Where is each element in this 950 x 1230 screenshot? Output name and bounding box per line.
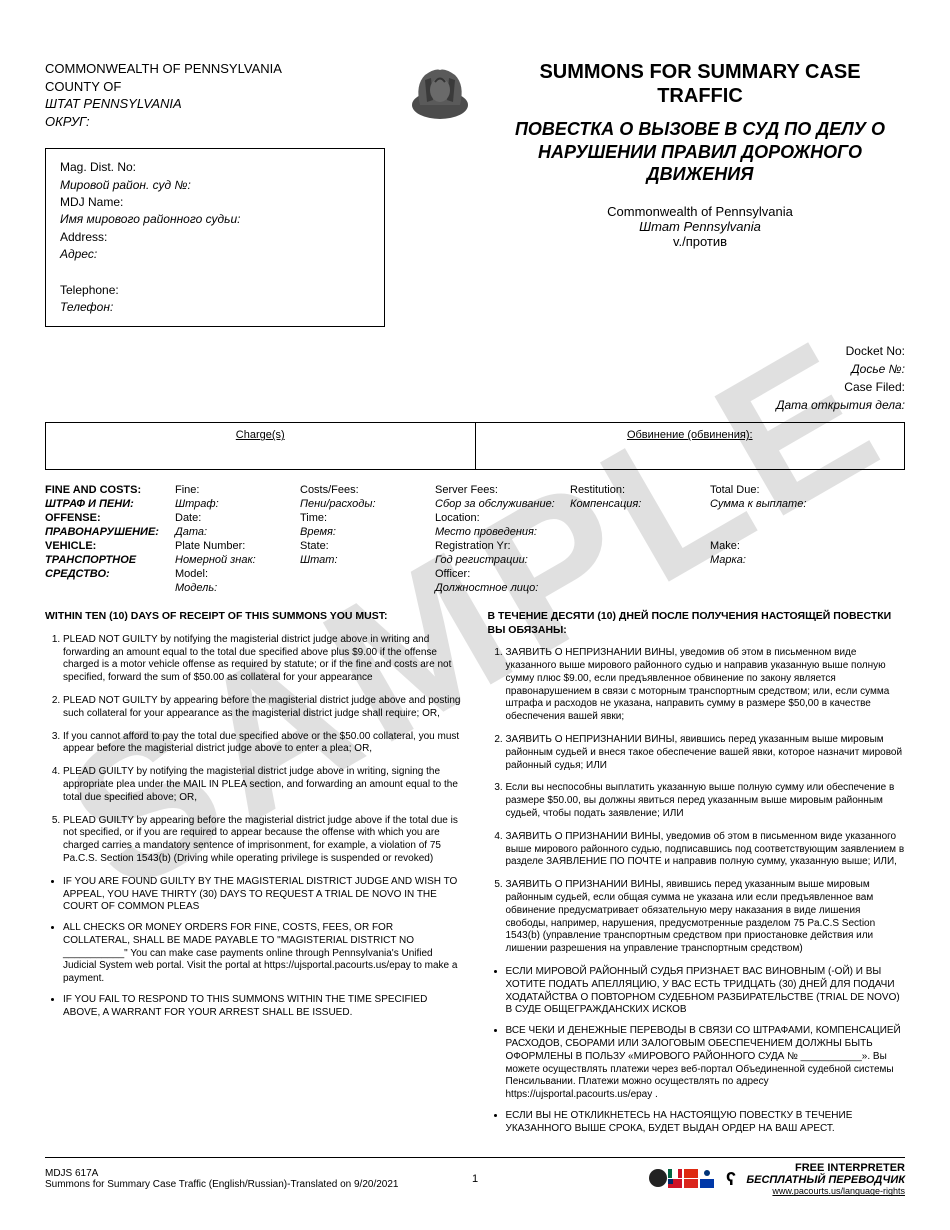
form-desc: Summons for Summary Case Traffic (Englis… — [45, 1179, 460, 1190]
telephone-label: Telephone: — [60, 282, 370, 299]
plate-label-ru: Номерной знак: — [175, 554, 300, 566]
party-ru: Штат Pennsylvania — [495, 219, 905, 234]
instructions-col-ru: В ТЕЧЕНИЕ ДЕСЯТИ (10) ДНЕЙ ПОСЛЕ ПОЛУЧЕН… — [488, 610, 906, 1143]
location-label: Location: — [435, 512, 570, 524]
notes-list-en: IF YOU ARE FOUND GUILTY BY THE MAGISTERI… — [45, 876, 463, 1020]
list-item: If you cannot afford to pay the total du… — [63, 731, 463, 757]
instructions-header-ru: В ТЕЧЕНИЕ ДЕСЯТИ (10) ДНЕЙ ПОСЛЕ ПОЛУЧЕН… — [488, 610, 906, 637]
svg-text:ʕ: ʕ — [726, 1169, 736, 1189]
officer-label-ru: Должностное лицо: — [435, 582, 570, 594]
title-en: SUMMONS FOR SUMMARY CASE TRAFFIC — [495, 60, 905, 108]
make-label: Make: — [710, 540, 840, 552]
address-label-ru: Адрес: — [60, 246, 370, 263]
model-label: Model: — [175, 568, 300, 580]
state-label: State: — [300, 540, 435, 552]
court-info-box: Mag. Dist. No: Мировой район. суд №: MDJ… — [45, 148, 385, 327]
offense-label-ru: ПРАВОНАРУШЕНИЕ: — [45, 526, 175, 538]
county-en: COUNTY OF — [45, 78, 385, 96]
server-fees-label: Server Fees: — [435, 484, 570, 496]
docket-no-label: Docket No: — [45, 342, 905, 360]
charges-header-ru: Обвинение (обвинения): — [627, 429, 753, 441]
interpreter-url: www.pacourts.us/language-rights — [746, 1186, 905, 1196]
time-label-ru: Время: — [300, 526, 435, 538]
page-number: 1 — [460, 1173, 490, 1185]
form-id: MDJS 617A — [45, 1168, 460, 1179]
list-item: PLEAD GUILTY by appearing before the mag… — [63, 815, 463, 866]
docket-no-label-ru: Досье №: — [45, 360, 905, 378]
vehicle-label: VEHICLE: — [45, 540, 175, 552]
address-label: Address: — [60, 229, 370, 246]
header-left-block: COMMONWEALTH OF PENNSYLVANIA COUNTY OF Ш… — [45, 60, 385, 327]
list-item: IF YOU FAIL TO RESPOND TO THIS SUMMONS W… — [63, 994, 463, 1020]
vehicle-label-ru2: СРЕДСТВО: — [45, 568, 175, 580]
title-ru: ПОВЕСТКА О ВЫЗОВЕ В СУД ПО ДЕЛУ О НАРУШЕ… — [495, 118, 905, 186]
county-ru: ОКРУГ: — [45, 113, 385, 131]
location-label-ru: Место проведения: — [435, 526, 570, 538]
state-en: COMMONWEALTH OF PENNSYLVANIA — [45, 60, 385, 78]
plead-list-ru: ЗАЯВИТЬ О НЕПРИЗНАНИИ ВИНЫ, уведомив об … — [488, 647, 906, 956]
flags-icon: ʕ — [648, 1165, 738, 1191]
date-label: Date: — [175, 512, 300, 524]
officer-label: Officer: — [435, 568, 570, 580]
mag-dist-no-label-ru: Мировой район. суд №: — [60, 177, 370, 194]
party-en: Commonwealth of Pennsylvania — [495, 204, 905, 219]
costs-fees-label-ru: Пени/расходы: — [300, 498, 435, 510]
instructions-col-en: WITHIN TEN (10) DAYS OF RECEIPT OF THIS … — [45, 610, 463, 1143]
list-item: ЗАЯВИТЬ О НЕПРИЗНАНИИ ВИНЫ, явившись пер… — [506, 734, 906, 772]
list-item: ЗАЯВИТЬ О НЕПРИЗНАНИИ ВИНЫ, уведомив об … — [506, 647, 906, 724]
mag-dist-no-label: Mag. Dist. No: — [60, 159, 370, 176]
model-label-ru: Модель: — [175, 582, 300, 594]
fine-costs-label-ru: ШТРАФ И ПЕНИ: — [45, 498, 175, 510]
fine-costs-label: FINE AND COSTS: — [45, 484, 175, 496]
charges-header-en: Charge(s) — [236, 429, 285, 441]
mdj-name-label-ru: Имя мирового районного судьи: — [60, 211, 370, 228]
plate-label: Plate Number: — [175, 540, 300, 552]
state-label-ru: Штат: — [300, 554, 435, 566]
list-item: ALL CHECKS OR MONEY ORDERS FOR FINE, COS… — [63, 922, 463, 986]
list-item: PLEAD NOT GUILTY by appearing before the… — [63, 695, 463, 721]
state-seal-icon — [405, 60, 475, 125]
list-item: ЕСЛИ МИРОВОЙ РАЙОННЫЙ СУДЬЯ ПРИЗНАЕТ ВАС… — [506, 966, 906, 1017]
fine-label-ru: Штраф: — [175, 498, 300, 510]
case-filed-label: Case Filed: — [45, 378, 905, 396]
list-item: PLEAD GUILTY by notifying the magisteria… — [63, 766, 463, 804]
interpreter-label-en: FREE INTERPRETER — [746, 1162, 905, 1174]
date-label-ru: Дата: — [175, 526, 300, 538]
list-item: PLEAD NOT GUILTY by notifying the magist… — [63, 634, 463, 685]
list-item: IF YOU ARE FOUND GUILTY BY THE MAGISTERI… — [63, 876, 463, 914]
reg-yr-label: Registration Yr: — [435, 540, 570, 552]
total-due-label: Total Due: — [710, 484, 840, 496]
list-item: ЕСЛИ ВЫ НЕ ОТКЛИКНЕТЕСЬ НА НАСТОЯЩУЮ ПОВ… — [506, 1110, 906, 1136]
offense-label: OFFENSE: — [45, 512, 175, 524]
list-item: ЗАЯВИТЬ О ПРИЗНАНИИ ВИНЫ, явившись перед… — [506, 879, 906, 956]
list-item: Если вы неспособны выплатить указанную в… — [506, 782, 906, 820]
time-label: Time: — [300, 512, 435, 524]
charges-table: Charge(s) Обвинение (обвинения): — [45, 422, 905, 470]
restitution-label-ru: Компенсация: — [570, 498, 710, 510]
mdj-name-label: MDJ Name: — [60, 194, 370, 211]
docket-block: Docket No: Досье №: Case Filed: Дата отк… — [45, 342, 905, 414]
notes-list-ru: ЕСЛИ МИРОВОЙ РАЙОННЫЙ СУДЬЯ ПРИЗНАЕТ ВАС… — [488, 966, 906, 1136]
restitution-label: Restitution: — [570, 484, 710, 496]
interpreter-label-ru: БЕСПЛАТНЫЙ ПЕРЕВОДЧИК — [746, 1174, 905, 1186]
footer: MDJS 617A Summons for Summary Case Traff… — [45, 1157, 905, 1196]
plead-list-en: PLEAD NOT GUILTY by notifying the magist… — [45, 634, 463, 866]
instructions-header-en: WITHIN TEN (10) DAYS OF RECEIPT OF THIS … — [45, 610, 463, 623]
reg-yr-label-ru: Год регистрации: — [435, 554, 570, 566]
costs-fees-label: Costs/Fees: — [300, 484, 435, 496]
make-label-ru: Марка: — [710, 554, 840, 566]
vs-label: v./против — [495, 234, 905, 249]
vehicle-label-ru1: ТРАНСПОРТНОЕ — [45, 554, 175, 566]
header-right-block: SUMMONS FOR SUMMARY CASE TRAFFIC ПОВЕСТК… — [495, 60, 905, 327]
list-item: ВСЕ ЧЕКИ И ДЕНЕЖНЫЕ ПЕРЕВОДЫ В СВЯЗИ СО … — [506, 1025, 906, 1102]
case-filed-label-ru: Дата открытия дела: — [45, 396, 905, 414]
list-item: ЗАЯВИТЬ О ПРИЗНАНИИ ВИНЫ, уведомив об эт… — [506, 831, 906, 869]
fine-label: Fine: — [175, 484, 300, 496]
telephone-label-ru: Телефон: — [60, 299, 370, 316]
details-grid: FINE AND COSTS: Fine: Costs/Fees: Server… — [45, 484, 905, 594]
total-due-label-ru: Сумма к выплате: — [710, 498, 840, 510]
server-fees-label-ru: Сбор за обслуживание: — [435, 498, 570, 510]
state-ru: ШТАТ PENNSYLVANIA — [45, 95, 385, 113]
